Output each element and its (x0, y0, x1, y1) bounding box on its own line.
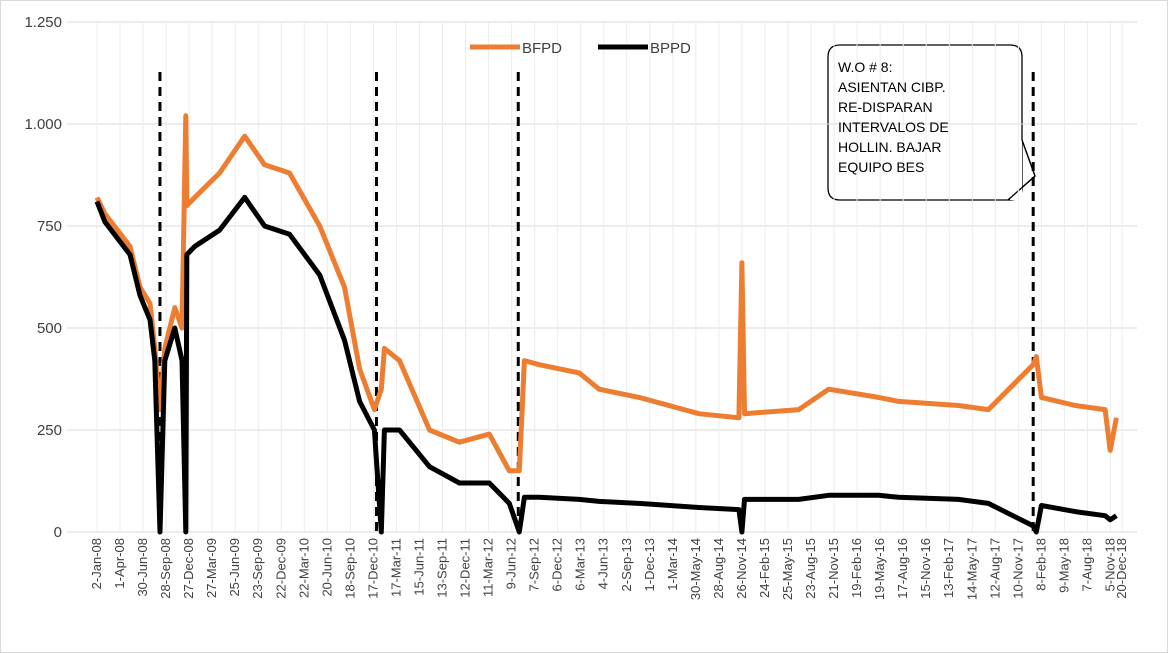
callout-line: INTERVALOS DE (838, 119, 949, 135)
x-tick-label: 1-Mar-14 (665, 538, 680, 591)
x-tick-label: 30-May-14 (688, 538, 703, 600)
callout-gap (1010, 140, 1022, 200)
x-tick-label: 15-Jun-11 (411, 538, 426, 596)
x-tick-label: 5-Nov-18 (1102, 538, 1117, 591)
x-tick-label: 13-Sep-11 (435, 538, 450, 598)
x-tick-label: 28-Aug-14 (711, 538, 726, 599)
x-tick-label: 27-Mar-09 (204, 538, 219, 598)
x-tick-label: 7-Aug-18 (1079, 538, 1094, 591)
x-tick-label: 12-Aug-17 (987, 538, 1002, 599)
x-tick-label: 25-Jun-09 (227, 538, 242, 597)
x-tick-label: 1-Apr-08 (112, 538, 127, 589)
x-tick-label: 17-Aug-16 (895, 538, 910, 599)
legend-label: BFPD (522, 40, 562, 57)
x-tick-label: 17-Dec-10 (365, 538, 380, 599)
x-tick-label: 23-Sep-09 (250, 538, 265, 599)
x-tick-label: 6-Mar-13 (573, 538, 588, 591)
x-tick-label: 28-Sep-08 (158, 538, 173, 599)
x-tick-label: 26-Nov-14 (734, 538, 749, 599)
y-tick-label: 1.000 (24, 116, 62, 133)
y-tick-label: 1.250 (24, 14, 62, 31)
x-tick-label: 20-Dec-18 (1114, 538, 1129, 599)
x-tick-label: 12-Dec-11 (458, 538, 473, 598)
x-tick-label: 10-Nov-17 (1010, 538, 1025, 599)
callout-line: HOLLIN. BAJAR (838, 139, 941, 155)
x-tick-label: 8-Feb-18 (1033, 538, 1048, 591)
x-tick-label: 19-May-16 (872, 538, 887, 600)
y-tick-label: 500 (37, 320, 62, 337)
x-tick-label: 22-Dec-09 (273, 538, 288, 599)
legend-label: BPPD (650, 40, 691, 57)
x-tick-label: 22-Mar-10 (296, 538, 311, 598)
x-tick-label: 19-Feb-16 (849, 538, 864, 598)
callout-pointer (1007, 139, 1036, 201)
callout-text: W.O # 8: ASIENTAN CIBP. RE-DISPARAN INTERVA… (838, 59, 949, 175)
callout-line: W.O # 8: (838, 59, 892, 75)
x-tick-label: 25-May-15 (780, 538, 795, 600)
x-tick-label: 2-Jan-08 (89, 538, 104, 589)
x-tick-label: 14-May-17 (964, 538, 979, 600)
x-tick-label: 23-Aug-15 (803, 538, 818, 599)
x-tick-label: 24-Feb-15 (757, 538, 772, 598)
y-tick-label: 750 (37, 218, 62, 235)
x-tick-label: 21-Nov-15 (826, 538, 841, 599)
callout-line: ASIENTAN CIBP. (838, 79, 946, 95)
y-tick-label: 0 (54, 524, 62, 541)
x-tick-label: 13-Feb-17 (941, 538, 956, 598)
x-tick-label: 9-Jun-12 (504, 538, 519, 589)
x-tick-label: 9-May-18 (1056, 538, 1071, 593)
x-tick-label: 6-Dec-12 (550, 538, 565, 591)
series-line (94, 113, 1119, 474)
x-tick-label: 4-Jun-13 (596, 538, 611, 589)
x-tick-label: 1-Dec-13 (642, 538, 657, 591)
x-tick-label: 15-Nov-16 (918, 538, 933, 599)
x-tick-label: 27-Dec-08 (181, 538, 196, 599)
x-tick-label: 11-Mar-12 (481, 538, 496, 597)
series-line (94, 194, 1118, 535)
callout-line: EQUIPO BES (838, 159, 924, 175)
callout-line: RE-DISPARAN (838, 99, 933, 115)
x-tick-label: 2-Sep-13 (619, 538, 634, 591)
x-tick-label: 18-Sep-10 (342, 538, 357, 599)
y-tick-label: 250 (37, 422, 62, 439)
x-tick-label: 30-Jun-08 (135, 538, 150, 597)
x-tick-label: 20-Jun-10 (319, 538, 334, 597)
x-tick-label: 17-Mar-11 (388, 538, 403, 597)
x-tick-label: 7-Sep-12 (527, 538, 542, 591)
